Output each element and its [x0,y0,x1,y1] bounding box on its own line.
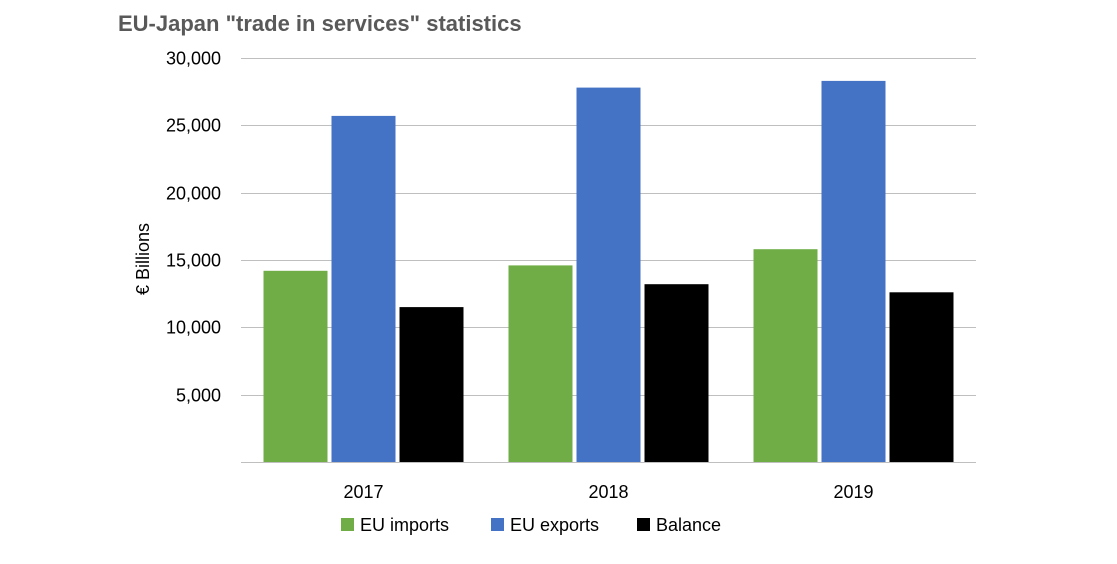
bar-eu-exports-2017 [331,115,396,463]
legend-label: EU imports [360,515,449,535]
bar-eu-imports-2017 [263,270,328,462]
chart-title: EU-Japan "trade in services" statistics [118,11,522,36]
y-tick-label: 25,000 [166,116,221,136]
bar-eu-exports-2019 [821,80,886,463]
bars: 2017 2018 2019 [263,80,954,502]
bar-balance-2019 [889,292,954,462]
legend-swatch [637,518,650,531]
legend-item-eu-imports: EU imports [341,515,449,535]
bar-eu-exports-2018 [576,87,641,462]
x-tick-label: 2017 [343,482,383,502]
legend-label: Balance [656,515,721,535]
legend-label: EU exports [510,515,599,535]
y-tick-label: 20,000 [166,184,221,204]
bar-balance-2018 [644,284,709,462]
y-tick-label: 15,000 [166,251,221,271]
bar-eu-imports-2019 [753,249,818,462]
legend-swatch [341,518,354,531]
y-axis-title: € Billions [133,223,153,295]
x-tick-label: 2019 [833,482,873,502]
x-tick-label: 2018 [588,482,628,502]
y-tick-label: 5,000 [176,386,221,406]
y-tick-label: 10,000 [166,318,221,338]
y-tick-label: 30,000 [166,49,221,69]
bar-eu-imports-2018 [508,265,573,462]
legend-item-eu-exports: EU exports [491,515,599,535]
legend-item-balance: Balance [637,515,721,535]
bar-balance-2017 [399,307,464,462]
legend-swatch [491,518,504,531]
legend: EU imports EU exports Balance [341,515,721,535]
